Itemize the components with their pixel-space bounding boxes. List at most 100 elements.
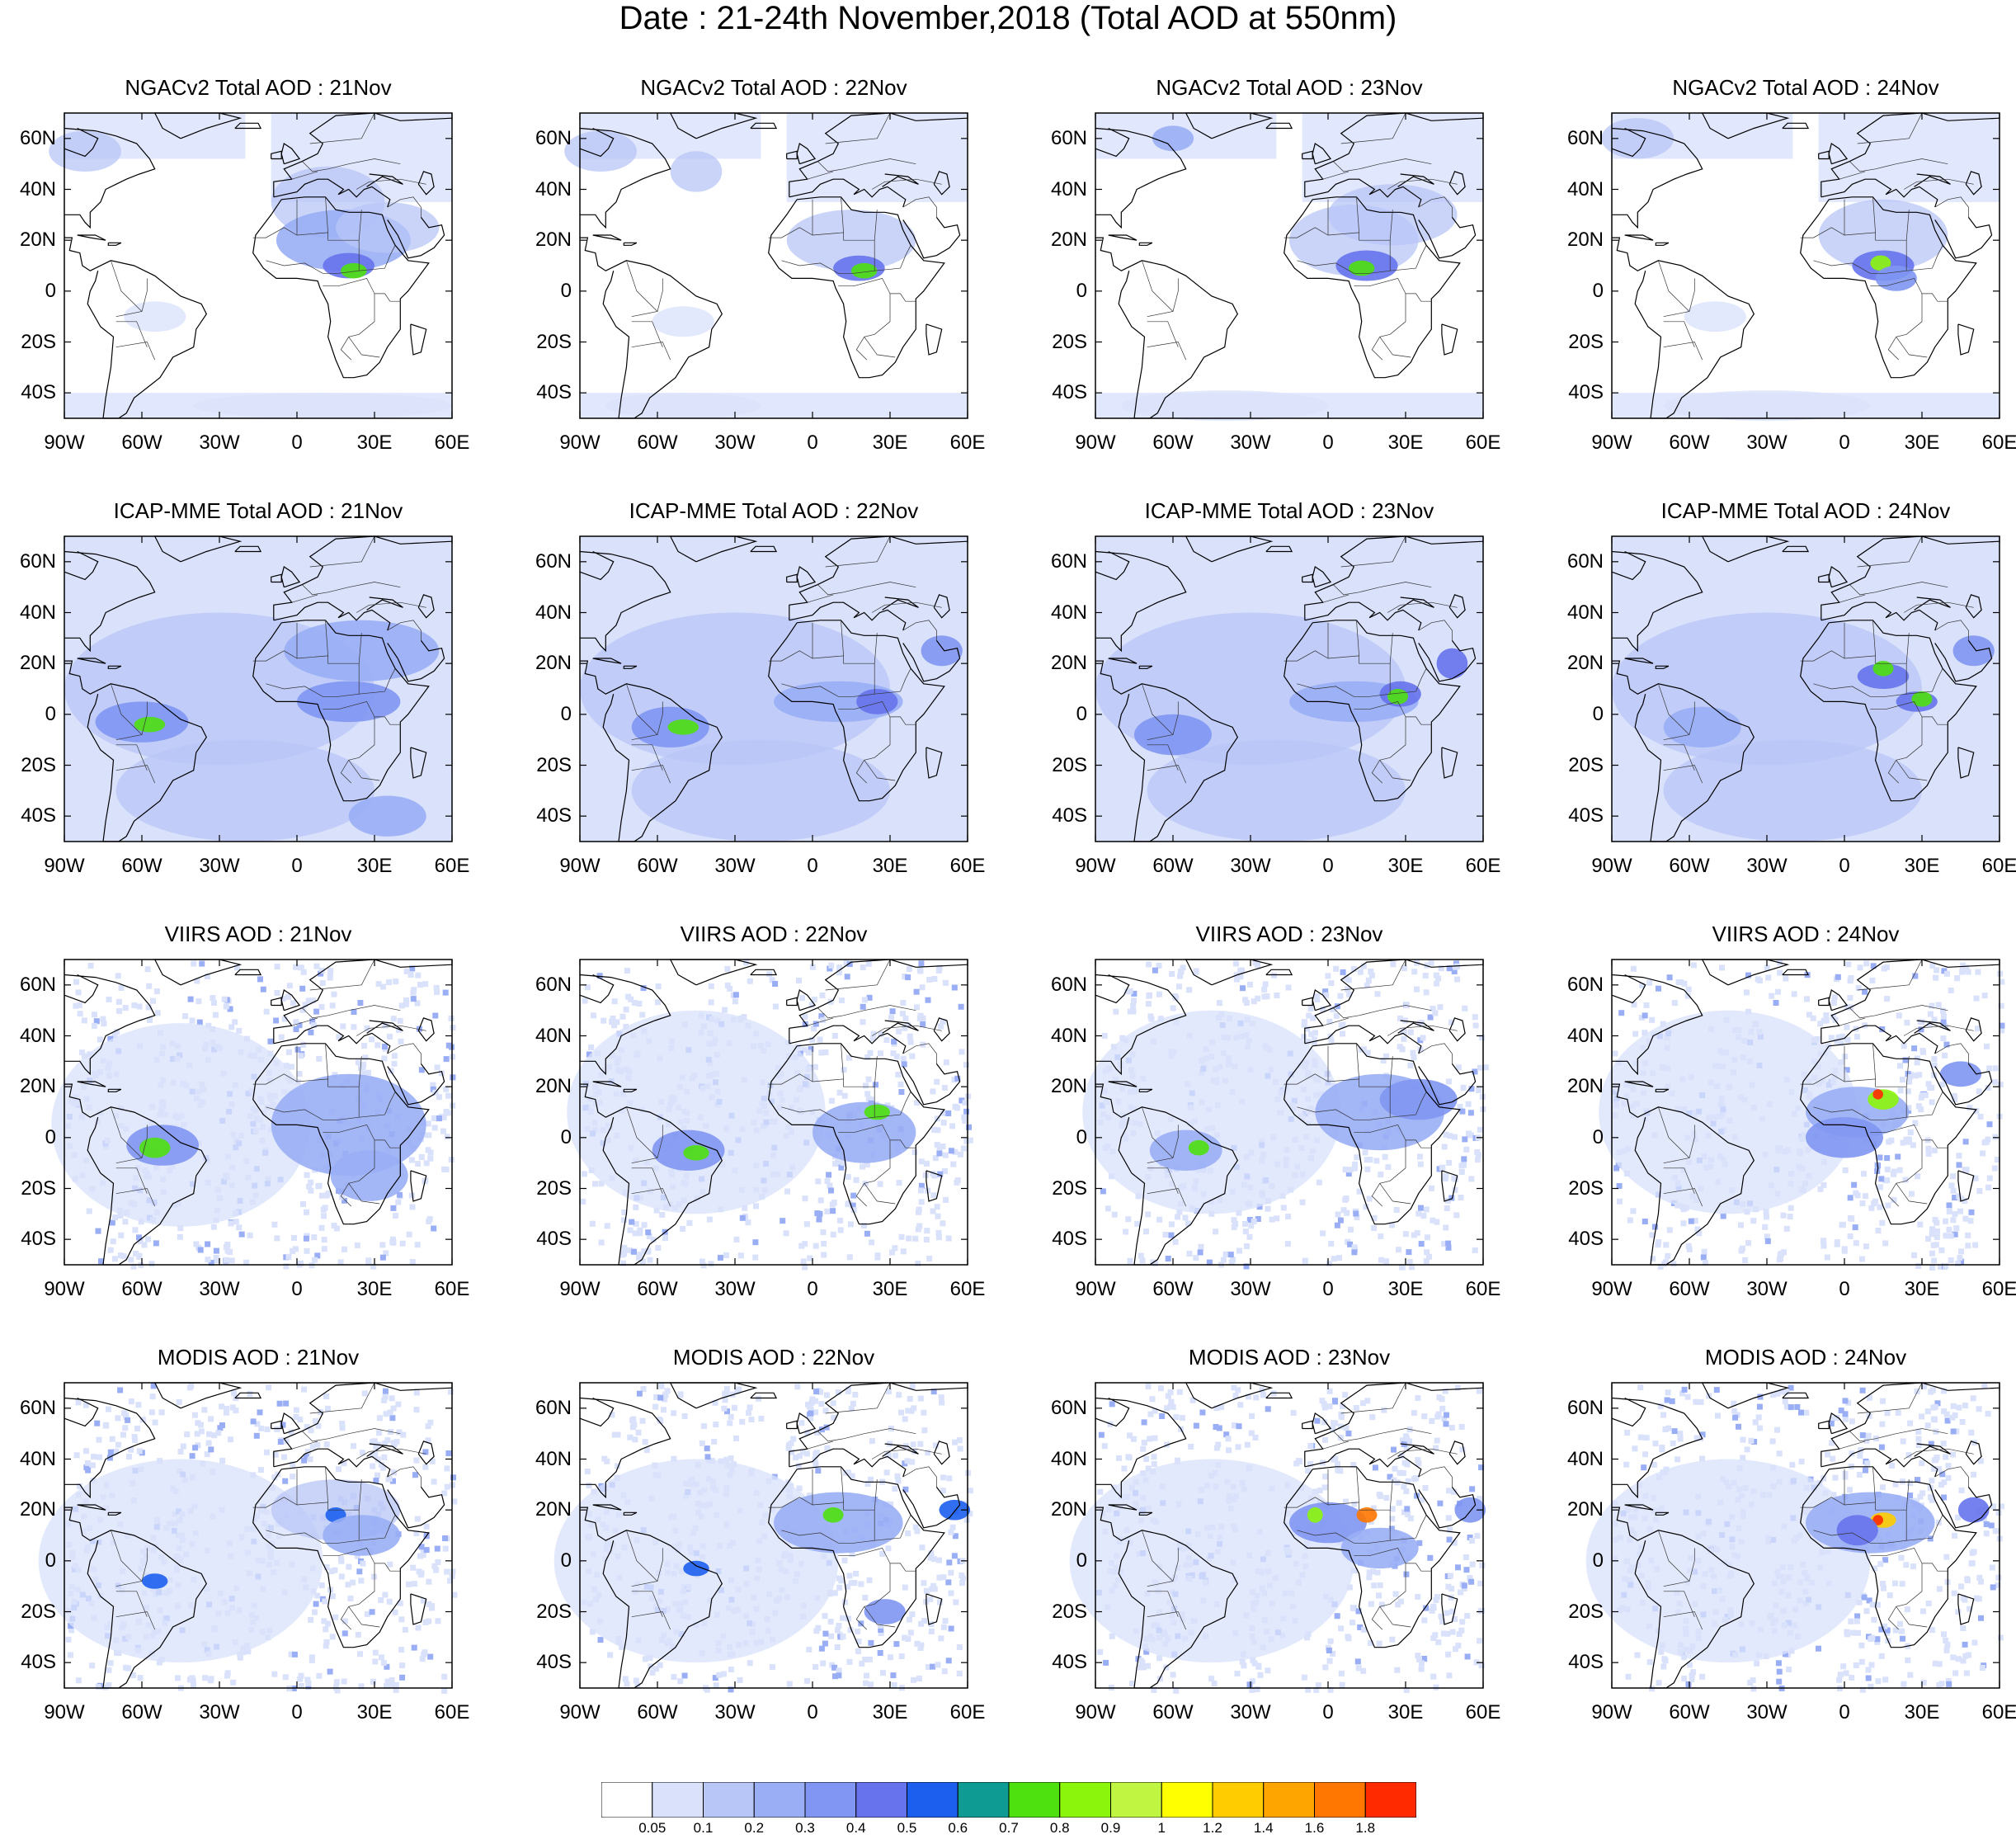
retrieval-cell (391, 1060, 398, 1067)
retrieval-cell (107, 1660, 114, 1667)
retrieval-cell (1169, 971, 1175, 977)
coastline (252, 1043, 430, 1225)
retrieval-cell (766, 971, 773, 978)
retrieval-cell (361, 1390, 368, 1397)
country-border (291, 1017, 318, 1026)
retrieval-cell (1780, 1212, 1787, 1219)
retrieval-cell (951, 1553, 958, 1559)
retrieval-cell (189, 1017, 195, 1024)
retrieval-cell (450, 1474, 456, 1481)
retrieval-cell (1901, 1043, 1907, 1049)
retrieval-cell (1649, 1016, 1656, 1023)
retrieval-cell (1942, 1052, 1948, 1059)
coastline (1821, 601, 1938, 631)
panel-title: NGACv2 Total AOD : 23Nov (1156, 75, 1423, 100)
retrieval-cell (1422, 1485, 1429, 1491)
retrieval-cell (254, 1421, 261, 1427)
retrieval-cell (959, 1049, 965, 1055)
retrieval-cell (806, 1403, 813, 1410)
country-border (631, 342, 671, 361)
retrieval-cell (1113, 1008, 1119, 1015)
retrieval-cell (98, 1258, 104, 1265)
coastline (1965, 1017, 1982, 1042)
country-border (1658, 683, 1690, 735)
retrieval-cell (350, 1579, 356, 1586)
retrieval-cell (381, 1055, 388, 1062)
retrieval-cell (908, 1408, 915, 1414)
retrieval-cell (327, 1668, 333, 1675)
retrieval-cell (1410, 1049, 1416, 1056)
country-border (323, 1124, 375, 1207)
retrieval-cell (194, 1431, 200, 1437)
retrieval-cell (298, 1260, 304, 1266)
retrieval-cell (329, 1002, 336, 1009)
retrieval-cell (1646, 979, 1653, 986)
retrieval-cell (308, 1029, 314, 1035)
retrieval-cell (1994, 1157, 2000, 1162)
retrieval-cell (830, 1208, 836, 1214)
retrieval-cell (786, 1681, 793, 1687)
coastline (1108, 234, 1138, 241)
retrieval-cell (1413, 1475, 1420, 1481)
retrieval-cell (430, 1086, 436, 1092)
retrieval-cell (960, 1145, 967, 1152)
coastline (77, 1081, 106, 1087)
retrieval-cell (1962, 1139, 1969, 1145)
map-panel: VIIRS AOD : 21Nov 60N 40N 20N 0 20S 40S 90W 60W 3… (20, 912, 469, 1299)
retrieval-cell (359, 1450, 365, 1456)
retrieval-cell (1437, 1004, 1444, 1011)
retrieval-cell (909, 1383, 916, 1389)
coastline (1108, 658, 1138, 664)
retrieval-cell (79, 1049, 85, 1056)
country-border (358, 1056, 362, 1087)
lon-tick-label: 60W (637, 1278, 678, 1300)
retrieval-cell (1140, 1445, 1147, 1452)
country-border (1418, 196, 1453, 218)
country-border (1147, 342, 1187, 361)
retrieval-cell (932, 1155, 939, 1162)
coastline (77, 234, 106, 241)
retrieval-cell (1454, 1384, 1461, 1391)
retrieval-cell (1842, 1167, 1849, 1173)
retrieval-cell (257, 976, 263, 983)
retrieval-cell (1997, 1082, 2004, 1087)
lat-tick-label: 0 (560, 702, 572, 725)
retrieval-cell (1418, 1666, 1425, 1672)
retrieval-cell (900, 1248, 907, 1255)
lat-tick-label: 60N (1050, 549, 1087, 573)
retrieval-cell (1925, 1145, 1932, 1152)
retrieval-cell (836, 1575, 842, 1582)
retrieval-cell (227, 1436, 233, 1443)
retrieval-cell (111, 1256, 118, 1262)
retrieval-cell (728, 1667, 734, 1672)
retrieval-cell (615, 1431, 621, 1438)
coastline (1418, 217, 1477, 259)
map-panel: ICAP-MME Total AOD : 21Nov 60N 40N 20N 0 20S 4… (20, 489, 469, 876)
coastline (64, 550, 99, 581)
retrieval-cell (967, 1511, 973, 1517)
retrieval-cell (802, 1021, 808, 1027)
coastline (252, 620, 430, 802)
retrieval-cell (1432, 1632, 1439, 1639)
aod-plume (51, 1023, 310, 1227)
retrieval-cell (1439, 1165, 1446, 1172)
retrieval-cell (354, 1242, 360, 1248)
retrieval-cell (1228, 1259, 1235, 1266)
figure-title: Date : 21-24th November,2018 (Total AOD … (619, 0, 1397, 36)
coastline (1800, 620, 1977, 802)
retrieval-cell (728, 1455, 734, 1462)
retrieval-cell (918, 1199, 925, 1205)
retrieval-cell (77, 1011, 83, 1017)
retrieval-cell (213, 1255, 219, 1261)
retrieval-cell (1371, 1214, 1378, 1221)
retrieval-cell (804, 1677, 811, 1684)
retrieval-cell (639, 1258, 646, 1265)
country-border (115, 321, 148, 347)
retrieval-cell (942, 979, 949, 986)
retrieval-cell (175, 1675, 181, 1681)
country-border (874, 1056, 878, 1087)
retrieval-cell (1249, 1687, 1255, 1693)
retrieval-cell (380, 1660, 387, 1667)
retrieval-cell (1884, 996, 1891, 1002)
retrieval-cell (1227, 1252, 1234, 1258)
